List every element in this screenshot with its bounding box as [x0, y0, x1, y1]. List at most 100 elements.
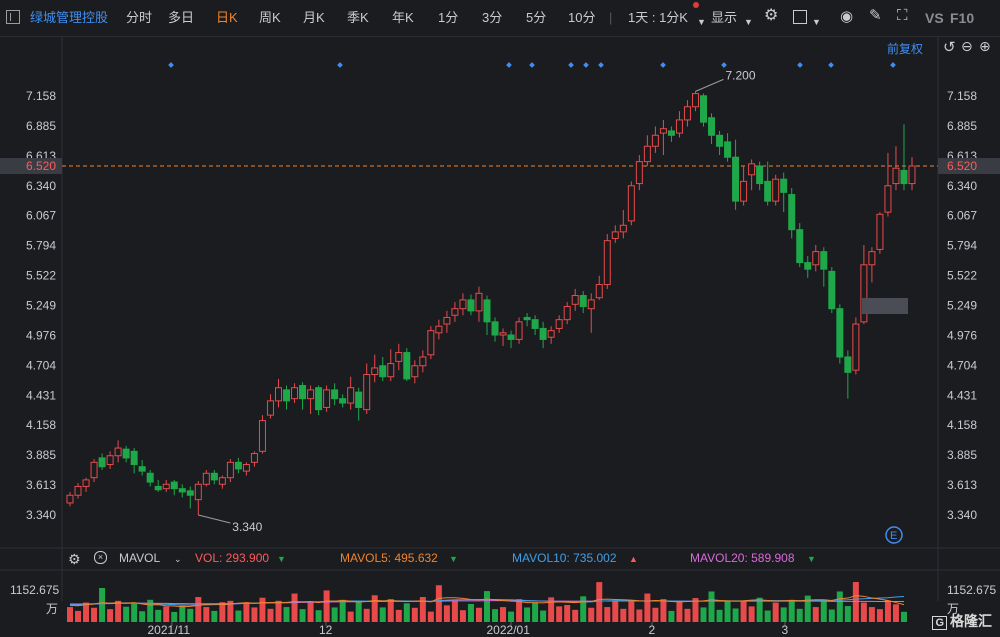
volume-bar [387, 599, 394, 622]
candle-body [603, 240, 611, 286]
low-price-label: 3.340 [232, 520, 262, 534]
volume-bar [323, 590, 330, 622]
y-tick-label-left: 4.976 [26, 328, 56, 342]
candle-body [732, 156, 740, 202]
volume-bar [804, 595, 811, 622]
candle-body [162, 483, 170, 490]
volume-bar [604, 607, 611, 622]
period-select[interactable]: 1天 : 1分K [628, 10, 688, 25]
sidebar-toggle-icon[interactable] [6, 10, 20, 24]
volume-bar [219, 602, 226, 622]
volume-bar [628, 601, 635, 622]
tab-yearly-k[interactable]: 年K [392, 10, 414, 25]
volume-bar [139, 611, 146, 622]
y-tick-label-left: 4.158 [26, 418, 56, 432]
kline-chart[interactable]: 7.158 7.158 6.885 6.885 6.613 6.613 6.340 6.340… [0, 36, 1000, 637]
candle-body [627, 185, 635, 222]
chevron-down-icon[interactable]: ▼ [744, 17, 753, 27]
volume-bar [331, 607, 338, 622]
chevron-down-icon[interactable]: ⌄ [174, 554, 182, 564]
zoom-out-icon[interactable]: ⊖ [961, 38, 973, 54]
y-tick-label-right: 4.431 [947, 388, 977, 402]
candle-body [355, 391, 363, 408]
volume-bar [740, 600, 747, 622]
volume-bar [283, 607, 290, 622]
volume-bar [163, 606, 170, 622]
zoom-in-icon[interactable]: ⊕ [979, 38, 991, 54]
settings-icon[interactable]: ⚙ [68, 551, 81, 567]
tab-multi-day[interactable]: 多日 [168, 10, 195, 25]
volume-bar [171, 611, 178, 622]
volume-bar [844, 606, 851, 622]
chevron-down-icon[interactable]: ▼ [697, 17, 706, 27]
volume-bar [540, 610, 547, 622]
reset-icon[interactable]: ↺ [943, 39, 956, 56]
x-axis-date-label: 3 [782, 623, 789, 637]
volume-bar [852, 582, 859, 622]
volume-bar [812, 607, 819, 622]
watermark-logo: G 格隆汇 [932, 611, 992, 631]
current-price-tag [0, 158, 62, 175]
f10-button[interactable]: F10 [950, 10, 975, 26]
candle-body [283, 389, 291, 402]
volume-bar [371, 595, 378, 622]
candle-body [852, 323, 860, 371]
down-arrow-icon: ▼ [449, 554, 458, 564]
candle-body [467, 299, 475, 312]
volume-bar [155, 609, 162, 622]
candle-body [106, 455, 114, 466]
candle-body [347, 387, 355, 404]
adjust-mode-label[interactable]: 前复权 [887, 42, 924, 56]
stock-name[interactable]: 绿城管理控股 [30, 10, 109, 25]
candle-body [331, 389, 339, 400]
fullscreen-icon[interactable]: ⛶ [897, 7, 908, 24]
tab-3min[interactable]: 3分 [482, 10, 503, 25]
candle-body [796, 229, 804, 264]
volume-bar [524, 607, 531, 622]
volume-bar [107, 609, 114, 622]
volume-bar [227, 600, 234, 622]
indicator-name[interactable]: MAVOL [119, 551, 161, 565]
candle-body [740, 180, 748, 202]
tab-daily-k[interactable]: 日K [216, 10, 238, 25]
candle-body [170, 481, 178, 490]
event-marker-dot [721, 62, 727, 68]
volume-unit-right: 万 [947, 602, 960, 616]
candle-body [860, 264, 868, 323]
volume-bar [131, 603, 138, 622]
gear-icon[interactable]: ⚙ [764, 7, 779, 24]
tab-monthly-k[interactable]: 月K [303, 10, 325, 25]
volume-bar [636, 609, 643, 622]
tab-5min[interactable]: 5分 [526, 10, 547, 25]
volume-bar [75, 610, 82, 622]
camera-icon[interactable]: ◉ [840, 8, 854, 25]
checkbox-icon[interactable] [793, 10, 807, 24]
tab-1min[interactable]: 1分 [438, 10, 459, 25]
candle-body [395, 352, 403, 362]
chevron-down-icon[interactable]: ▼ [812, 17, 821, 27]
tab-10min[interactable]: 10分 [568, 10, 596, 25]
y-tick-label-right: 3.340 [947, 508, 977, 522]
event-marker-dot [828, 62, 834, 68]
y-tick-label-right: 3.885 [947, 448, 977, 462]
candle-body [371, 367, 379, 376]
volume-bar [411, 607, 418, 622]
candle-body [900, 169, 908, 185]
volume-bar [475, 607, 482, 622]
vs-button[interactable]: VS [925, 10, 944, 26]
candle-body [427, 330, 435, 356]
candle-body [788, 194, 796, 231]
toolbar-divider: | [609, 10, 613, 25]
tab-intraday[interactable]: 分时 [126, 10, 153, 25]
close-indicator-icon[interactable]: × [94, 551, 107, 564]
candle-body [363, 374, 371, 411]
notification-dot [693, 2, 699, 8]
pencil-icon[interactable]: ✎ [869, 7, 882, 24]
y-tick-label-left: 4.704 [26, 358, 56, 372]
tab-quarterly-k[interactable]: 季K [347, 10, 369, 25]
candle-body [491, 321, 499, 336]
tab-weekly-k[interactable]: 周K [259, 10, 281, 25]
display-menu[interactable]: 显示 [711, 10, 738, 25]
y-tick-label-right: 4.976 [947, 328, 977, 342]
